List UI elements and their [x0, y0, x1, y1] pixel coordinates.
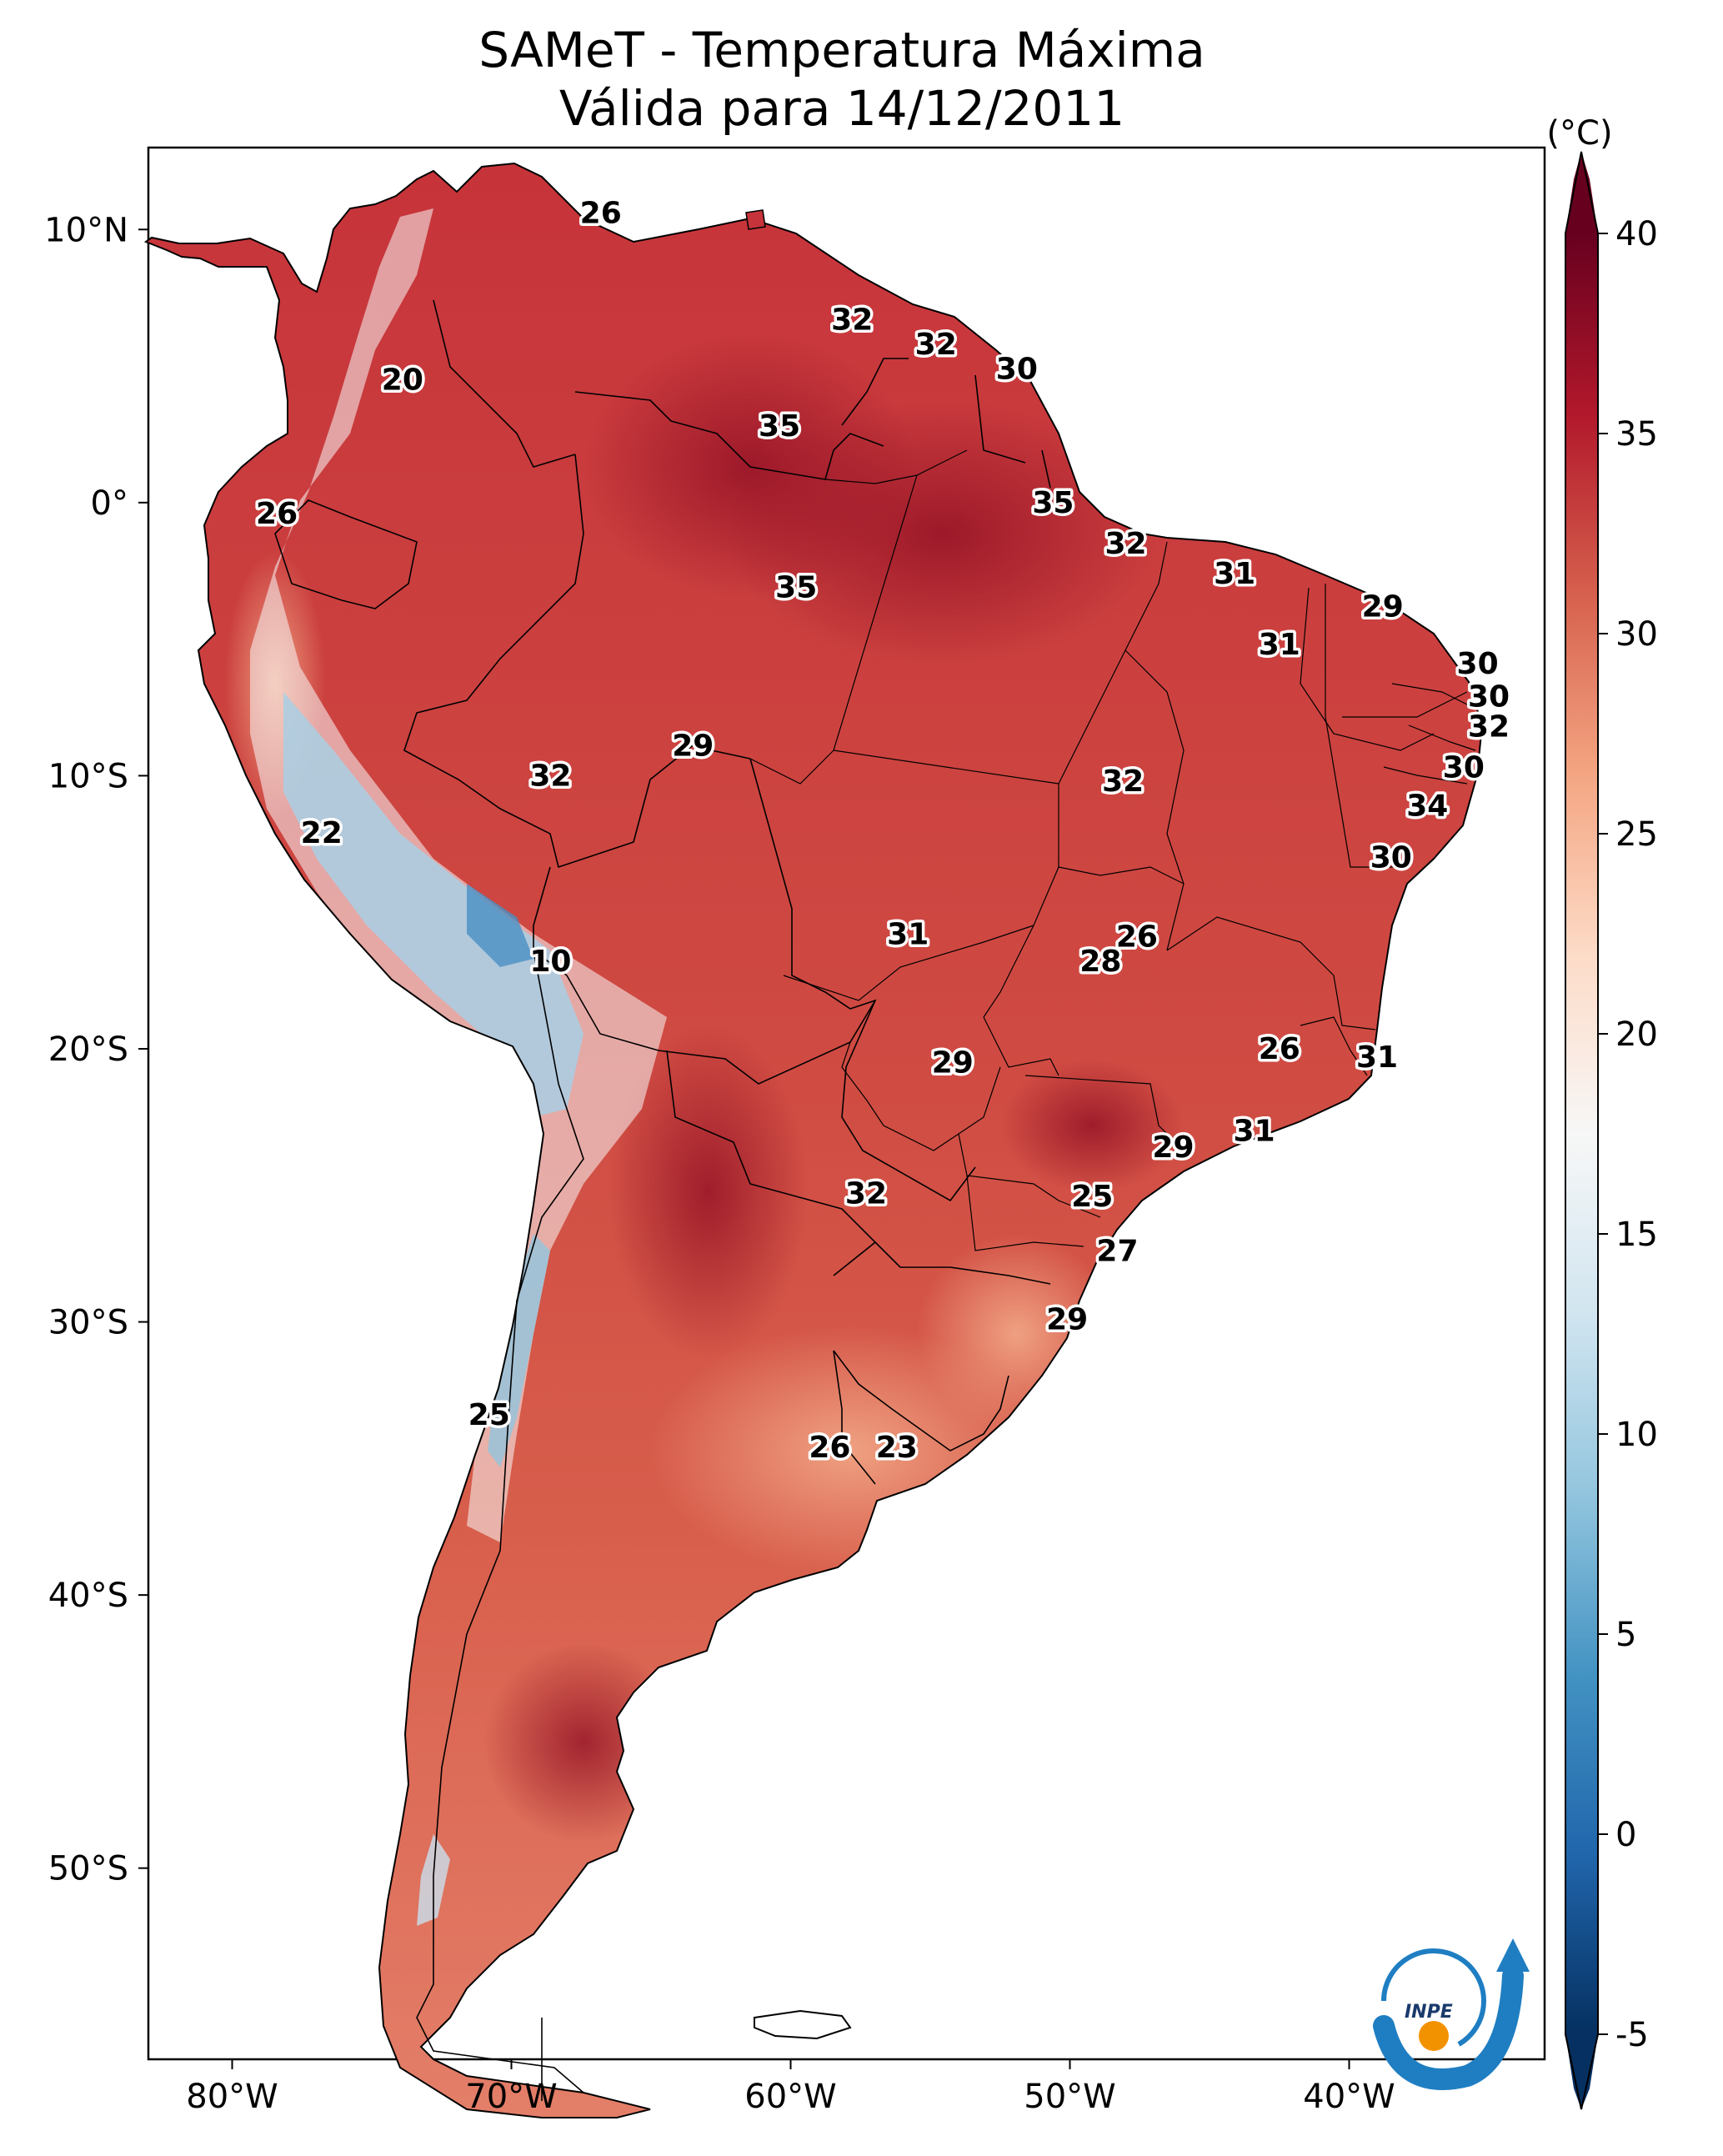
temperature-label: 35 [1032, 486, 1074, 520]
lon-tick-label: 70°W [465, 2078, 557, 2116]
logo-text: INPE [1405, 2002, 1453, 2023]
temperature-label: 35 [759, 409, 800, 444]
temperature-label: 32 [915, 328, 957, 362]
temperature-label: 32 [1102, 765, 1144, 799]
lon-axis: 80°W 70°W 60°W 50°W 40°W [186, 2059, 1395, 2116]
lon-tick-label: 40°W [1303, 2078, 1395, 2116]
state-borders [749, 449, 1476, 1251]
temperature-label: 30 [1457, 647, 1499, 681]
temperature-label: 31 [1356, 1040, 1398, 1075]
colorbar-tick-label: 20 [1615, 1015, 1658, 1054]
altiplano-cold-core [283, 692, 584, 1117]
logo-swirl [1381, 1948, 1486, 2047]
temperature-label: 35 [775, 570, 817, 604]
hot-region-parana [1000, 1059, 1184, 1192]
temperature-label: 26 [809, 1431, 850, 1465]
temperature-label: 23 [876, 1431, 918, 1465]
temperature-label: 31 [887, 917, 929, 951]
colorbar-tick-label: 25 [1615, 815, 1658, 854]
temperature-label: 30 [1370, 841, 1412, 875]
temperature-label: 32 [845, 1177, 887, 1211]
lat-tick-label: 10°S [48, 757, 128, 795]
colorbar-unit: (°C) [1546, 114, 1612, 153]
altiplano-coldest [467, 884, 533, 967]
temperature-label: 32 [1468, 709, 1510, 744]
colorbar-bottom-arrow [1565, 2034, 1598, 2109]
lat-tick-label: 40°S [48, 1577, 128, 1615]
temperature-label: 34 [1406, 789, 1448, 823]
lon-tick-label: 50°W [1024, 2078, 1115, 2116]
colorbar-tick-label: 5 [1615, 1616, 1636, 1654]
temperature-label: 31 [1234, 1114, 1275, 1148]
colorbar-top-arrow [1565, 152, 1598, 233]
logo-arrow-head [1496, 1938, 1530, 1972]
trinidad-island [745, 209, 766, 230]
country-borders [274, 299, 1051, 2101]
temperature-label: 30 [996, 352, 1038, 386]
lon-tick-label: 60°W [744, 2078, 836, 2116]
temperature-label: 25 [1071, 1180, 1113, 1214]
temperature-label: 26 [1259, 1032, 1300, 1066]
logo-arrow [1373, 1965, 1524, 2090]
lat-axis: 10°N 0° 10°S 20°S 30°S 40°S 50°S [44, 211, 148, 1888]
lon-tick-label: 80°W [186, 2078, 278, 2116]
logo-orange-circle [1419, 2021, 1449, 2051]
lat-tick-label: 20°S [48, 1030, 128, 1069]
temperature-label: 32 [831, 303, 873, 337]
temperature-label: 29 [932, 1045, 974, 1080]
southern-andes-cold [488, 1234, 550, 1467]
temperature-label: 31 [1214, 557, 1255, 591]
lat-tick-label: 0° [91, 484, 128, 523]
chart-title: SAMeT - Temperatura Máxima [478, 22, 1205, 78]
andes-cold-band [250, 208, 667, 1542]
temperature-label: 26 [1116, 920, 1158, 955]
temperature-label: 25 [468, 1398, 510, 1432]
colorbar-tick-label: 15 [1615, 1216, 1658, 1254]
lat-tick-label: 10°N [44, 211, 128, 249]
temperature-label: 32 [1104, 527, 1146, 561]
colorbar-tick-label: 40 [1615, 215, 1658, 253]
temperature-label: 10 [529, 945, 571, 979]
lat-tick-label: 50°S [48, 1850, 128, 1888]
lat-tick-label: 30°S [48, 1304, 128, 1342]
temperature-label: 31 [1259, 628, 1300, 662]
chart-subtitle: Válida para 14/12/2011 [559, 80, 1124, 137]
inpe-logo: INPE [1373, 1938, 1530, 2090]
temperature-label: 29 [1362, 589, 1404, 624]
temperature-label: 32 [529, 759, 571, 793]
temperature-label: 28 [1079, 945, 1121, 979]
temperature-label: 20 [382, 363, 423, 397]
temperature-label: 29 [672, 729, 714, 763]
colorbar-tick-label: 0 [1615, 1816, 1636, 1854]
colorbar-tick-label: 35 [1615, 415, 1658, 454]
temperature-label: 30 [1468, 679, 1510, 714]
temperature-label: 22 [301, 816, 343, 850]
temperature-label: 26 [580, 197, 622, 231]
temperature-label: 27 [1096, 1234, 1138, 1268]
colorbar [1565, 233, 1598, 2034]
temperature-label: 29 [1046, 1302, 1088, 1336]
temperature-label: 26 [256, 497, 298, 531]
temperature-label: 29 [1152, 1131, 1194, 1165]
hot-region-chaco [609, 1025, 809, 1359]
colorbar-tick-label: 30 [1615, 615, 1658, 654]
colorbar-ticks: -5 0 5 10 15 20 25 30 35 40 [1598, 215, 1658, 2054]
falkland-islands [754, 2009, 852, 2040]
temperature-label: 30 [1443, 751, 1485, 785]
colorbar-tick-label: -5 [1615, 2016, 1649, 2054]
colorbar-tick-label: 10 [1615, 1416, 1658, 1454]
